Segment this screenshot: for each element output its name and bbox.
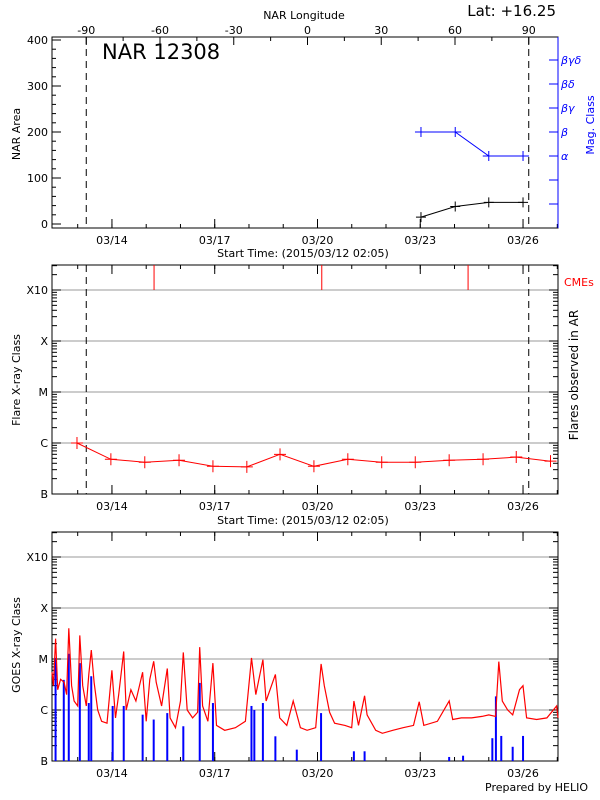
x-tick-label: 03/14 [96, 234, 128, 247]
panel2-y2label: Flares observed in AR [567, 310, 581, 440]
y-tick-label: 400 [27, 34, 48, 47]
flare-point [510, 451, 523, 464]
flare-point [544, 455, 557, 468]
nar-title: NAR 12308 [102, 40, 220, 64]
panel1-ylabel: NAR Area [10, 108, 23, 160]
y-tick-label: M [39, 386, 49, 399]
x-tick-label: 03/17 [199, 500, 231, 513]
x-tick-label: 03/23 [404, 500, 436, 513]
y-tick-label: X10 [26, 551, 48, 564]
mag-class-label: α [561, 150, 569, 163]
y-tick-label: X [40, 335, 48, 348]
flare-point [477, 453, 490, 466]
longitude-tick-label: 0 [304, 24, 311, 37]
longitude-tick-label: -30 [225, 24, 243, 37]
flare-point [409, 456, 422, 469]
mag-class-point [517, 151, 530, 161]
flare-point [274, 448, 287, 461]
panel3-frame [51, 531, 559, 762]
panel1-y2label: Mag. Class [584, 95, 597, 154]
x-tick-label: 03/17 [199, 767, 231, 780]
flare-point [240, 460, 253, 473]
mag-class-point [449, 127, 462, 137]
y-tick-label: C [40, 704, 48, 717]
longitude-tick-label: 60 [448, 24, 462, 37]
y-tick-label: 200 [27, 126, 48, 139]
y-tick-label: B [40, 755, 48, 768]
top-axis-label: NAR Longitude [263, 9, 345, 22]
x-tick-label: 03/23 [404, 234, 436, 247]
longitude-tick-label: 30 [374, 24, 388, 37]
x-tick-label: 03/23 [404, 767, 436, 780]
panel3-ylabel: GOES X-ray Class [10, 597, 23, 693]
panel1-xlabel: Start Time: (2015/03/12 02:05) [217, 247, 389, 260]
panel2-frame [51, 264, 559, 495]
mag-class-point [482, 151, 495, 161]
x-tick-label: 03/14 [96, 500, 128, 513]
mag-class-point [414, 127, 427, 137]
flare-point [443, 454, 456, 467]
x-tick-label: 03/17 [199, 234, 231, 247]
flare-point [70, 437, 83, 449]
longitude-tick-label: -90 [77, 24, 95, 37]
y-tick-label: B [40, 488, 48, 501]
longitude-tick-label: 90 [522, 24, 536, 37]
x-tick-label: 03/20 [302, 234, 334, 247]
flare-point [375, 456, 388, 469]
nar-area-line [420, 201, 523, 218]
flare-point [173, 454, 186, 467]
flare-point [341, 453, 354, 466]
y-tick-label: 300 [27, 80, 48, 93]
y-tick-label: 100 [27, 172, 48, 185]
nar-area-point [450, 201, 461, 212]
flare-point [104, 453, 117, 466]
x-tick-label: 03/26 [507, 767, 539, 780]
x-tick-label: 03/26 [507, 234, 539, 247]
y-tick-label: X10 [26, 284, 48, 297]
mag-class-label: βγδ [560, 54, 582, 67]
flare-point [138, 456, 151, 469]
panel1-frame [51, 36, 559, 229]
credit-label: Prepared by HELIO [485, 781, 588, 794]
longitude-tick-label: -60 [151, 24, 169, 37]
mag-class-label: βγ [560, 102, 575, 115]
latitude-label: Lat: +16.25 [467, 2, 556, 20]
mag-class-label: β [560, 126, 568, 139]
x-tick-label: 03/20 [302, 767, 334, 780]
mag-class-label: βδ [560, 78, 575, 91]
x-tick-label: 03/20 [302, 500, 334, 513]
nar-area-point [483, 197, 494, 208]
panel2-ylabel: Flare X-ray Class [10, 334, 23, 426]
flare-point [206, 460, 219, 473]
y-tick-label: C [40, 437, 48, 450]
x-tick-label: 03/14 [96, 767, 128, 780]
y-tick-label: 0 [41, 218, 48, 231]
flare-point [307, 460, 320, 473]
panel2-xlabel: Start Time: (2015/03/12 02:05) [217, 514, 389, 527]
y-tick-label: X [40, 602, 48, 615]
nar-area-point [518, 197, 529, 208]
mag-class-line [421, 131, 523, 157]
x-tick-label: 03/26 [507, 500, 539, 513]
goes-long-line [51, 628, 559, 734]
y-tick-label: M [39, 653, 49, 666]
nar-area-point [415, 212, 426, 223]
cme-label: CMEs [564, 276, 594, 289]
